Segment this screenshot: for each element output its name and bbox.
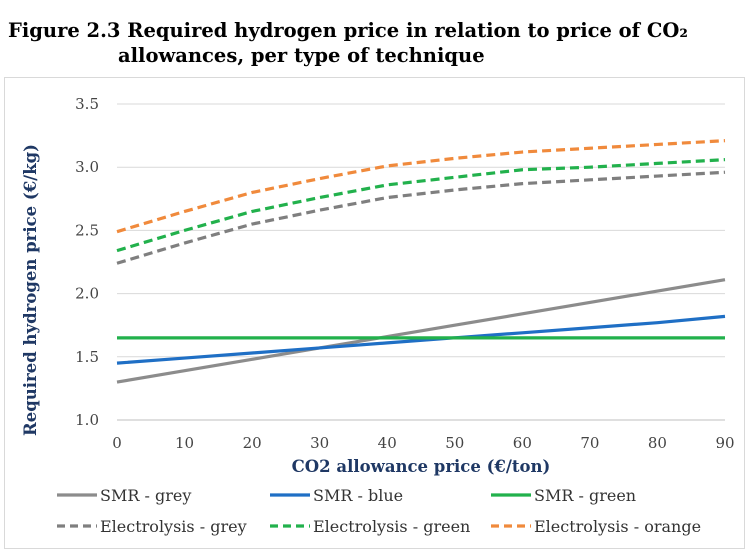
x-tick-label: 20	[243, 434, 262, 452]
y-axis-label: Required hydrogen price (€/kg)	[21, 144, 40, 436]
series-line-3	[116, 170, 726, 265]
figure-title: Figure 2.3 Required hydrogen price in re…	[8, 18, 688, 68]
legend-label: SMR - grey	[100, 486, 191, 505]
legend-label: SMR - green	[534, 486, 636, 505]
series-line-5	[116, 139, 726, 234]
x-tick-label: 10	[175, 434, 194, 452]
series-line-4	[116, 158, 726, 253]
series-line-0	[116, 278, 726, 384]
x-tick-label: 0	[112, 434, 122, 452]
gridlines	[117, 103, 725, 421]
y-tick-label: 1.5	[75, 348, 99, 366]
x-tick-labels: 0 10 20 30 40 50 60 70 80 90	[112, 434, 734, 452]
legend: SMR - grey SMR - blue SMR - green Electroly…	[57, 486, 701, 536]
figure-title-line2: allowances, per type of technique	[118, 44, 485, 67]
x-tick-label: 60	[513, 434, 532, 452]
y-tick-labels: 1.0 1.5 2.0 2.5 3.0 3.5	[75, 95, 99, 429]
y-tick-label: 1.0	[75, 411, 99, 429]
chart-frame	[4, 77, 745, 549]
legend-label: Electrolysis - grey	[100, 517, 247, 536]
y-tick-label: 3.5	[75, 95, 99, 113]
legend-label: SMR - blue	[313, 486, 403, 505]
y-tick-label: 2.5	[75, 221, 99, 239]
x-tick-label: 90	[715, 434, 734, 452]
x-tick-label: 40	[378, 434, 397, 452]
figure-title-line1: Figure 2.3 Required hydrogen price in re…	[8, 19, 688, 42]
x-tick-label: 70	[580, 434, 599, 452]
series-lines	[116, 139, 726, 384]
x-tick-label: 50	[445, 434, 464, 452]
legend-label: Electrolysis - orange	[534, 517, 701, 536]
legend-label: Electrolysis - green	[313, 517, 470, 536]
x-tick-label: 30	[310, 434, 329, 452]
x-tick-label: 80	[648, 434, 667, 452]
y-tick-label: 3.0	[75, 158, 99, 176]
series-line-1	[116, 314, 726, 365]
x-axis-label: CO2 allowance price (€/ton)	[292, 457, 551, 476]
y-tick-label: 2.0	[75, 285, 99, 303]
